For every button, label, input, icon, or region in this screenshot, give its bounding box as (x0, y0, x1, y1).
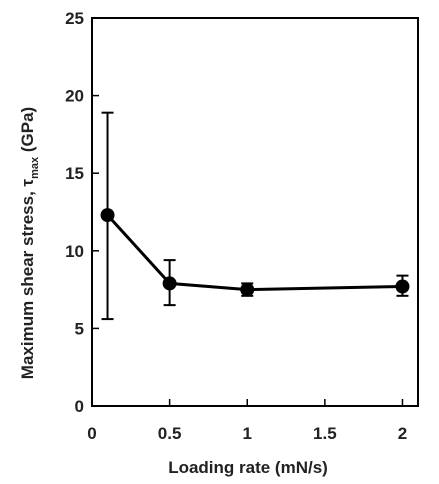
y-axis-label-unit: (GPa) (18, 107, 37, 157)
x-tick-label: 1.5 (313, 424, 337, 443)
x-tick-label: 2 (398, 424, 407, 443)
series-layer (100, 111, 410, 321)
x-tick-label: 0 (87, 424, 96, 443)
x-tick-label: 0.5 (158, 424, 182, 443)
x-axis-label: Loading rate (mN/s) (168, 458, 328, 477)
y-tick-label: 0 (75, 397, 84, 416)
data-point (395, 279, 410, 294)
y-tick-label: 15 (65, 164, 84, 183)
data-point (162, 276, 177, 291)
plot-frame (91, 17, 419, 407)
y-tick-label: 25 (65, 9, 84, 28)
y-axis-label-main: Maximum shear stress, τ (18, 178, 37, 379)
series-line (106, 214, 403, 292)
y-tick-label: 20 (65, 87, 84, 106)
y-axis-label-sub: max (29, 156, 41, 179)
y-tick-label: 5 (75, 319, 84, 338)
plot-border (91, 17, 419, 407)
data-point (100, 208, 115, 223)
data-point (240, 282, 255, 297)
x-axis-ticks: 0 0.5 1 1.5 2 (87, 399, 407, 443)
y-tick-label: 10 (65, 242, 84, 261)
x-tick-label: 1 (243, 424, 252, 443)
y-axis-label: Maximum shear stress, τmax (GPa) (18, 107, 41, 379)
y-axis-ticks: 0 5 10 15 20 25 (65, 9, 99, 416)
